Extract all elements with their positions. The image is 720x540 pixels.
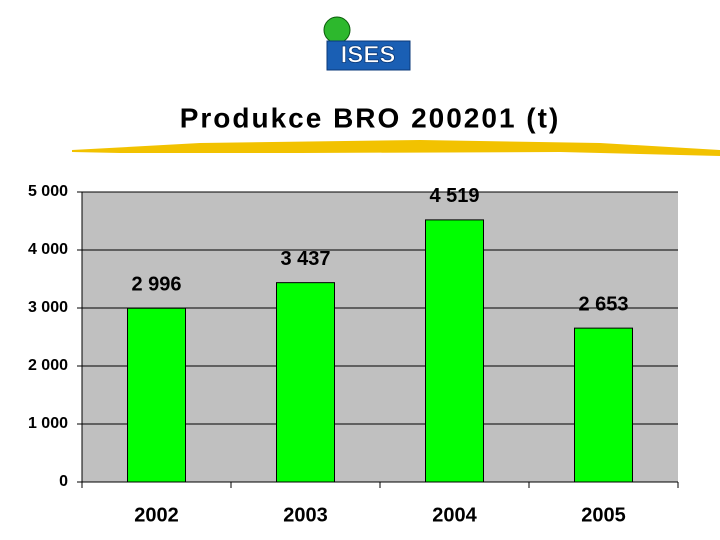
y-tick-label: 2 000 — [28, 357, 68, 374]
bar — [574, 327, 633, 483]
y-tick-label: 3 000 — [28, 299, 68, 316]
chart-title: Produkce BRO 200201 (t) — [180, 102, 561, 133]
x-tick-label: 2005 — [581, 504, 626, 526]
logo-text: ISES — [341, 41, 396, 68]
value-label: 3 437 — [280, 248, 330, 270]
title-underline — [72, 140, 720, 156]
value-label: 2 653 — [578, 293, 628, 315]
x-tick-label: 2003 — [283, 504, 328, 526]
logo-box — [326, 40, 411, 71]
x-tick-label: 2004 — [432, 504, 477, 526]
bar — [425, 219, 484, 483]
y-tick-label: 4 000 — [28, 241, 68, 258]
logo-circle — [323, 16, 351, 44]
bar — [127, 307, 186, 483]
y-tick-label: 0 — [59, 473, 68, 490]
y-tick-label: 5 000 — [28, 183, 68, 200]
x-tick-label: 2002 — [134, 504, 179, 526]
y-tick-label: 1 000 — [28, 415, 68, 432]
value-label: 2 996 — [131, 274, 181, 296]
value-label: 4 519 — [429, 185, 479, 207]
bar — [276, 282, 335, 483]
